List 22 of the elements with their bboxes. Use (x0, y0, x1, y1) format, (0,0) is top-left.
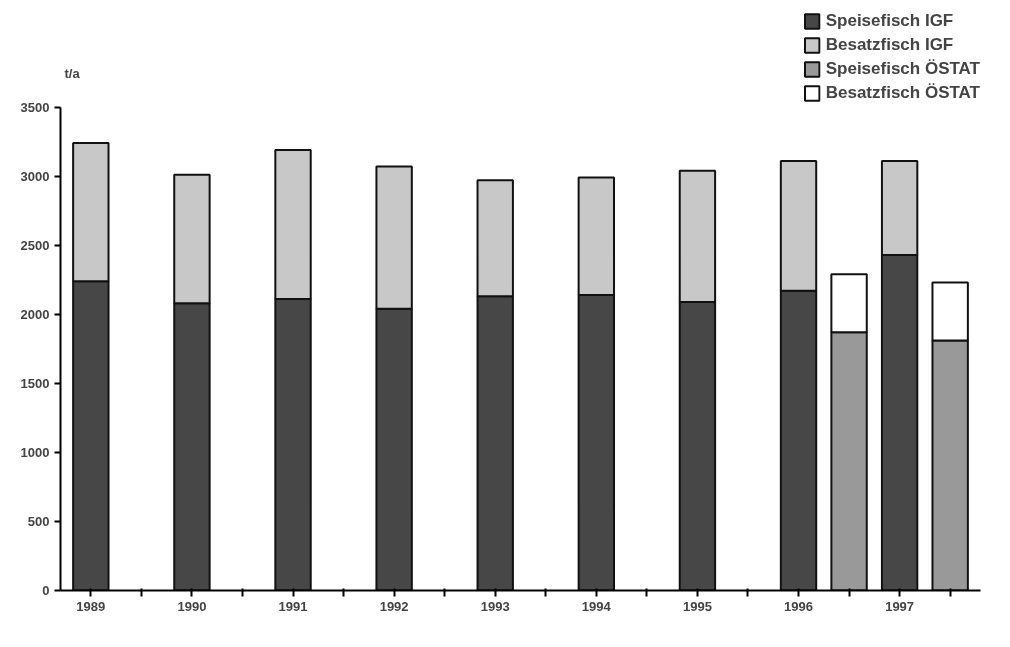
y-tick-label: 2000 (20, 306, 50, 322)
y-tick-label: 0 (42, 583, 50, 598)
x-tick-label: 1992 (379, 598, 409, 614)
x-tick-label: 1996 (784, 598, 813, 614)
x-tick-label: 1995 (682, 598, 712, 614)
x-tick-label: 1990 (177, 598, 207, 614)
y-tick-label: 1500 (20, 375, 50, 391)
y-tick-label: 3000 (20, 168, 50, 184)
y-axis-title: t/a (64, 66, 81, 82)
y-tick-label: 1000 (20, 444, 50, 460)
legend-label: Speisefisch ÖSTAT (825, 58, 980, 80)
x-tick-label: 1989 (76, 598, 106, 614)
x-tick-label: 1993 (480, 598, 510, 614)
y-tick-label: 500 (27, 513, 50, 529)
legend-label: Speisefisch IGF (825, 10, 954, 32)
legend-label: Besatzfisch ÖSTAT (825, 82, 980, 104)
y-tick-label: 3500 (20, 99, 50, 115)
x-tick-label: 1991 (278, 598, 308, 614)
y-tick-label: 2500 (20, 237, 50, 253)
legend-label: Besatzfisch IGF (825, 34, 954, 56)
x-tick-label: 1994 (581, 598, 612, 614)
x-tick-label: 1997 (885, 598, 915, 614)
